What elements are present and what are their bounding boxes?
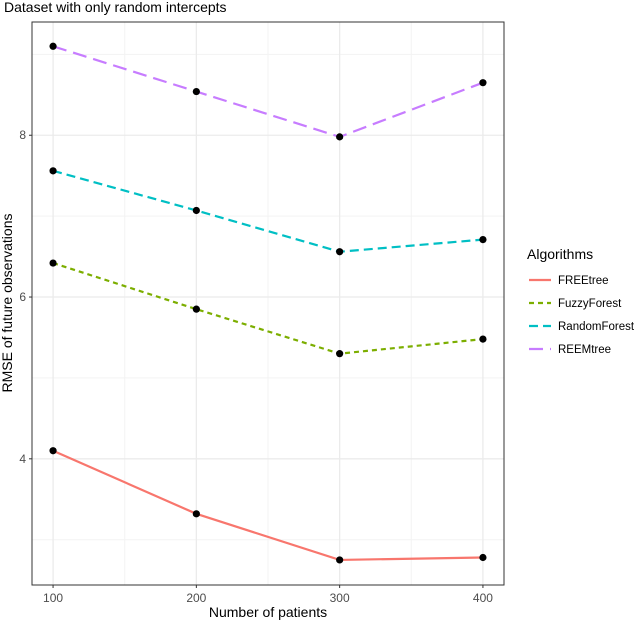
data-point-randomforest xyxy=(49,167,57,175)
x-tick-label: 400 xyxy=(473,591,493,605)
y-axis-label: RMSE of future observations xyxy=(0,214,15,393)
x-tick-label: 100 xyxy=(43,591,63,605)
data-point-freetree xyxy=(479,553,487,562)
data-point-fuzzyforest xyxy=(336,350,344,358)
legend: Algorithms FREEtree FuzzyForest RandomFore… xyxy=(527,246,635,356)
data-point-freetree xyxy=(336,556,344,564)
data-point-fuzzyforest xyxy=(192,305,200,313)
y-tick-label: 4 xyxy=(19,452,26,466)
x-tick-label: 200 xyxy=(186,591,206,605)
data-point-randomforest xyxy=(479,235,487,244)
data-point-freetree xyxy=(49,447,57,455)
data-point-reemtree xyxy=(192,87,200,96)
data-point-freetree xyxy=(192,510,200,518)
data-point-reemtree xyxy=(49,42,57,50)
legend-title: Algorithms xyxy=(527,246,593,262)
data-point-fuzzyforest xyxy=(479,335,487,343)
series-line-randomforest xyxy=(52,169,484,253)
series-line-fuzzyforest xyxy=(52,262,484,355)
panel-border xyxy=(31,21,505,586)
series-line-reemtree xyxy=(52,45,484,139)
x-axis-label: Number of patients xyxy=(209,604,327,620)
chart-title: Dataset with only random intercepts xyxy=(4,0,227,15)
y-tick-label: 6 xyxy=(19,290,26,304)
legend-label: FuzzyForest xyxy=(558,298,622,310)
data-point-reemtree xyxy=(336,133,344,141)
data-point-randomforest xyxy=(336,248,344,256)
y-tick-label: 8 xyxy=(19,128,26,142)
series-line-freetree xyxy=(52,449,483,562)
data-point-randomforest xyxy=(192,206,200,215)
legend-label: REEMtree xyxy=(558,344,611,356)
x-tick-label: 300 xyxy=(330,591,350,605)
legend-label: FREEtree xyxy=(558,275,609,287)
data-point-fuzzyforest xyxy=(49,259,57,267)
legend-label: RandomForest xyxy=(558,321,635,333)
data-point-reemtree xyxy=(479,79,487,87)
